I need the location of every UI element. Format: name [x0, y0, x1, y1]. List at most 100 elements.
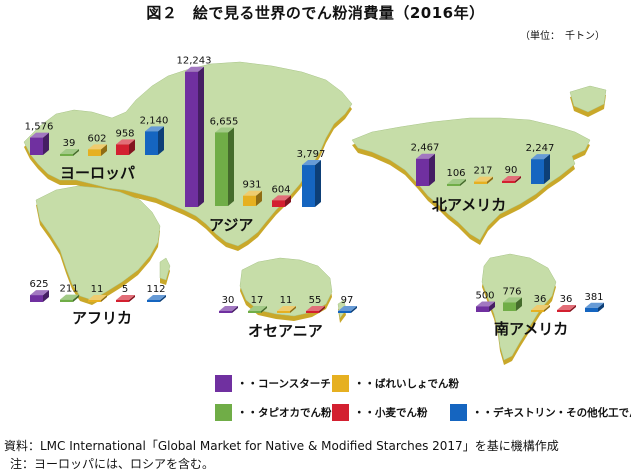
bar-north-america-wheat	[502, 181, 515, 183]
bar-asia-wheat-top	[272, 195, 291, 201]
bar-europe-wheat-top	[116, 139, 135, 145]
bar-asia-potato-top	[243, 190, 262, 196]
bar-north-america-dextrin-top	[531, 154, 550, 160]
value-label-oceania-potato: 11	[280, 295, 293, 306]
value-label-europe-wheat: 958	[115, 128, 134, 139]
bar-africa-potato-top	[88, 295, 107, 300]
bar-europe-tapioca-top	[60, 149, 79, 154]
bar-south-america-dextrin-side	[598, 302, 604, 312]
legend-item-corn: ・・コーンスターチ	[215, 375, 331, 392]
bar-africa-wheat-top	[116, 295, 135, 300]
legend: ・・コーンスターチ ・・ばれいしょでん粉 ・・タピオカでん粉 ・・小麦でん粉 ・…	[210, 372, 631, 428]
land-africa	[35, 185, 161, 301]
value-label-africa-dextrin: 112	[146, 284, 165, 295]
value-label-oceania-corn: 30	[222, 295, 235, 306]
bar-africa-dextrin	[147, 300, 160, 302]
bar-europe-wheat	[116, 144, 129, 155]
region-label-africa: アフリカ	[72, 309, 133, 327]
value-label-oceania-wheat: 55	[309, 295, 322, 306]
bar-europe-potato	[88, 149, 101, 156]
bar-africa-dextrin-side	[160, 295, 166, 302]
bar-africa-wheat-side	[129, 295, 135, 302]
bar-north-america-corn	[416, 158, 429, 186]
bar-south-america-tapioca-top	[503, 297, 522, 303]
legend-label-potato: ・・ばれいしょでん粉	[354, 378, 459, 390]
legend-swatch-potato	[332, 375, 349, 392]
bar-oceania-corn-side	[232, 306, 238, 313]
legend-label-wheat: ・・小麦でん粉	[354, 407, 428, 419]
bar-north-america-dextrin	[531, 159, 544, 184]
bar-oceania-potato-top	[277, 306, 296, 311]
value-label-asia-potato: 931	[242, 180, 261, 191]
value-label-europe-dextrin: 2,140	[140, 115, 169, 126]
bar-north-america-potato-top	[474, 176, 493, 182]
land-madagascar	[159, 257, 171, 281]
bar-oceania-potato-side	[290, 306, 296, 313]
value-label-africa-wheat: 5	[122, 284, 128, 295]
bar-asia-dextrin-top	[302, 160, 321, 166]
bar-north-america-corn-top	[416, 153, 435, 159]
bar-north-america-dextrin-side	[544, 154, 550, 184]
land-greenland	[569, 85, 607, 113]
legend-label-dextrin: ・・デキストリン・その他化工でん粉	[472, 407, 631, 419]
value-label-north-america-dextrin: 2,247	[526, 143, 555, 154]
bar-south-america-tapioca-side	[516, 297, 522, 311]
bar-north-america-wheat-top	[502, 176, 521, 181]
value-label-oceania-dextrin: 97	[341, 295, 354, 306]
bars-layer: 1,576 12,243 2,467 625 30 500 39 6,655 106 211 17 7…	[25, 56, 604, 313]
bar-north-america-corn-side	[429, 153, 435, 186]
value-label-asia-wheat: 604	[271, 184, 290, 195]
legend-item-dextrin: ・・デキストリン・その他化工でん粉	[450, 404, 631, 421]
bar-africa-tapioca-top	[60, 294, 79, 300]
bar-asia-dextrin-side	[315, 160, 321, 207]
bar-oceania-tapioca	[248, 311, 261, 313]
bar-asia-potato-side	[256, 190, 262, 206]
value-label-asia-corn: 12,243	[177, 56, 212, 67]
bar-europe-potato-side	[101, 144, 107, 156]
bar-north-america-tapioca-side	[460, 179, 466, 186]
value-label-south-america-wheat: 36	[560, 294, 573, 305]
legend-swatch-tapioca	[215, 404, 232, 421]
value-label-europe-potato: 602	[87, 133, 106, 144]
footnote: 注：ヨーロッパには、ロシアを含む。	[10, 457, 215, 471]
bar-north-america-tapioca	[447, 184, 460, 186]
land-north-america	[351, 117, 591, 241]
bar-south-america-wheat-top	[557, 305, 576, 310]
bar-north-america-wheat-side	[515, 176, 521, 183]
value-label-south-america-potato: 36	[534, 294, 547, 305]
bar-south-america-dextrin	[585, 307, 598, 312]
legend-label-corn: ・・コーンスターチ	[237, 378, 331, 390]
bar-oceania-corn-top	[219, 306, 238, 311]
bar-africa-wheat	[116, 300, 129, 302]
value-label-north-america-wheat: 90	[505, 165, 518, 176]
legend-swatch-wheat	[332, 404, 349, 421]
bar-oceania-tapioca-side	[261, 306, 267, 313]
bar-south-america-potato-side	[544, 305, 550, 312]
source-note: 資料：LMC International「Global Market for N…	[4, 439, 559, 453]
bar-africa-corn-top	[30, 290, 49, 296]
bar-africa-potato	[88, 300, 101, 302]
legend-item-tapioca: ・・タピオカでん粉	[215, 404, 332, 421]
bar-asia-tapioca	[215, 132, 228, 206]
region-label-oceania: オセアニア	[248, 322, 323, 340]
legend-swatch-corn	[215, 375, 232, 392]
bar-oceania-potato	[277, 311, 290, 313]
legend-item-wheat: ・・小麦でん粉	[332, 404, 428, 421]
land-australia	[239, 257, 333, 317]
bar-africa-dextrin-top	[147, 295, 166, 300]
bar-africa-corn-side	[43, 290, 49, 302]
bar-africa-tapioca-side	[73, 294, 79, 302]
bar-africa-potato-side	[101, 295, 107, 302]
bar-north-america-tapioca-top	[447, 179, 466, 184]
chart-title: 図２ 絵で見る世界のでん粉消費量（2016年）	[146, 4, 485, 22]
bar-oceania-wheat-top	[306, 306, 325, 311]
bar-europe-dextrin	[145, 131, 158, 155]
bar-europe-tapioca-side	[73, 149, 79, 156]
bar-north-america-potato-side	[487, 176, 493, 184]
bar-south-america-potato	[531, 310, 544, 312]
bar-europe-dextrin-side	[158, 126, 164, 155]
bar-asia-potato	[243, 195, 256, 206]
value-label-europe-corn: 1,576	[25, 122, 54, 133]
bar-asia-dextrin	[302, 165, 315, 207]
